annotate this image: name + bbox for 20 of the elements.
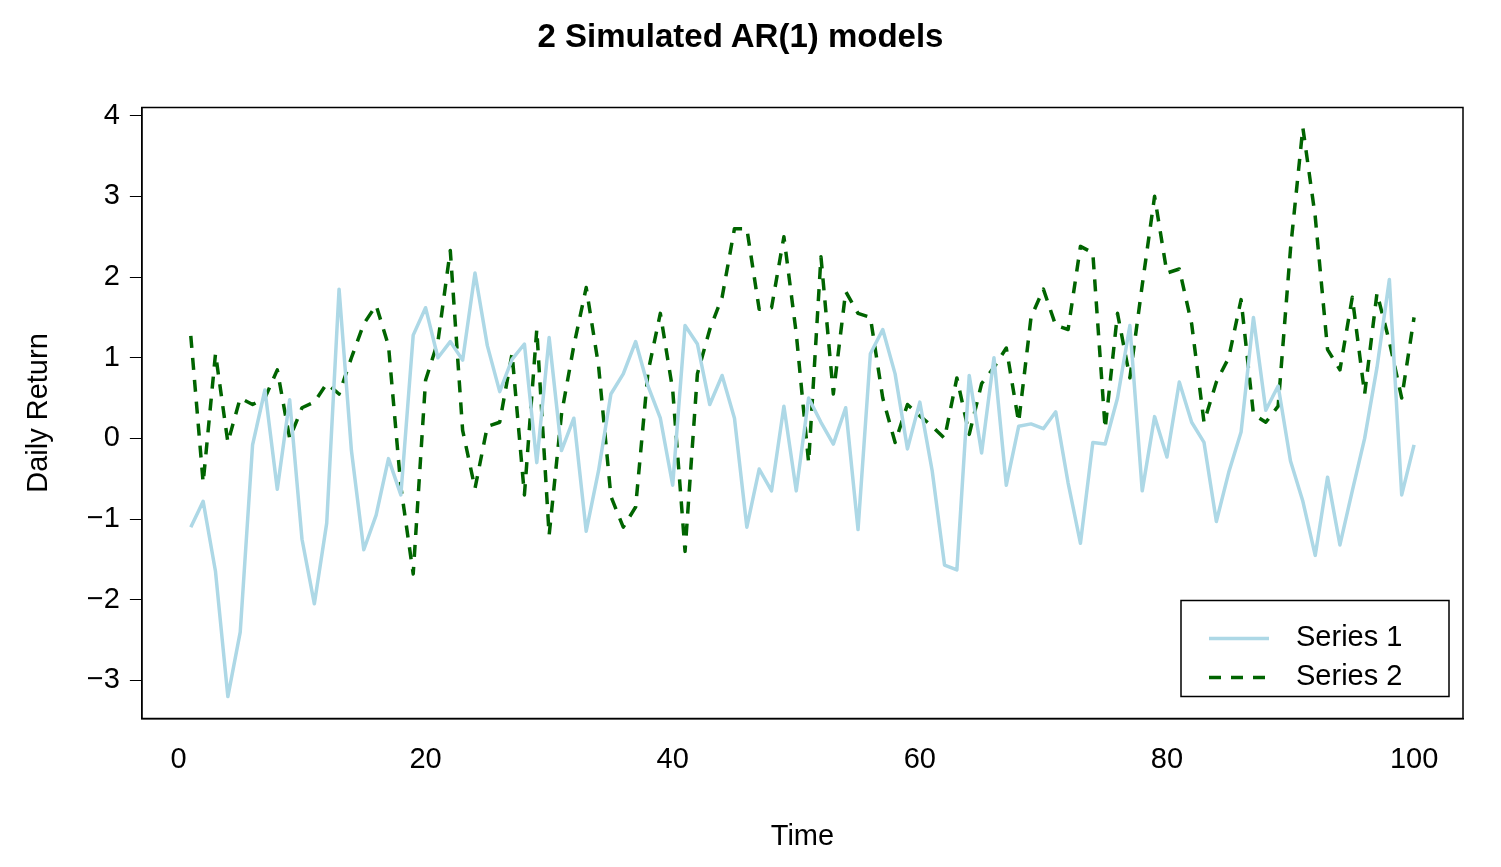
y-tick-label: 0 [103, 420, 120, 453]
y-tick-label: −3 [86, 662, 120, 695]
x-tick-label: 40 [656, 741, 689, 774]
x-axis-title: Time [770, 818, 835, 851]
legend-label: Series 1 [1296, 620, 1403, 653]
y-tick-label: 1 [103, 339, 120, 372]
x-tick-label: 100 [1389, 741, 1439, 774]
y-tick-label: 3 [103, 178, 120, 211]
line-series [189, 126, 1416, 576]
y-tick-label: −2 [86, 581, 120, 614]
x-tick-label: 20 [409, 741, 442, 774]
y-axis-title: Daily Return [21, 333, 54, 493]
y-tick-label: −1 [86, 501, 120, 534]
x-tick-label: 0 [170, 741, 187, 774]
x-tick-label: 60 [903, 741, 936, 774]
y-tick-label: 4 [103, 97, 120, 130]
chart-title: 2 Simulated AR(1) models [537, 16, 944, 54]
y-tick-label: 2 [103, 259, 120, 292]
x-tick-label: 80 [1150, 741, 1184, 774]
legend-label: Series 2 [1296, 659, 1403, 692]
